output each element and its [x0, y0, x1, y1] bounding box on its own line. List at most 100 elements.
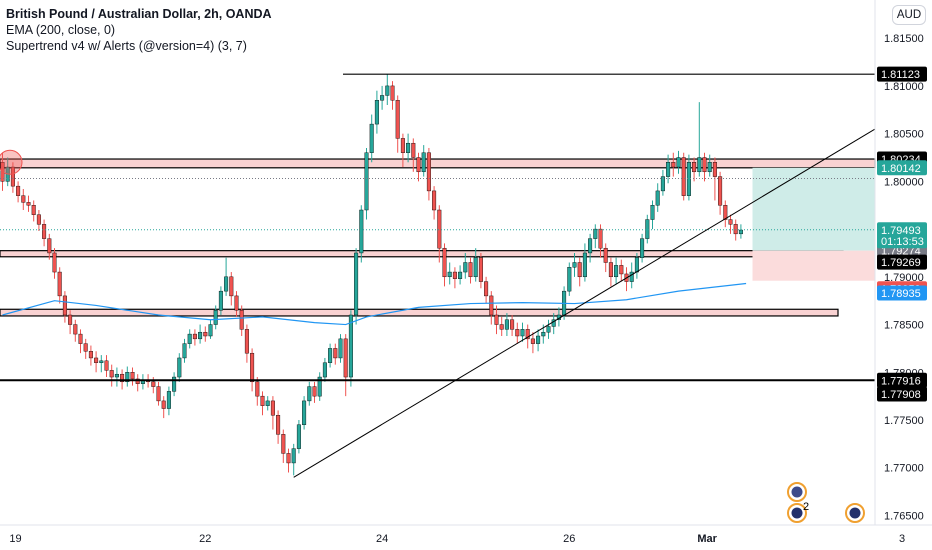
- candle-body: [208, 324, 213, 337]
- candle-body: [536, 335, 541, 344]
- trendline: [293, 128, 876, 478]
- y-tick-label: 1.80500: [884, 129, 924, 141]
- candle-body: [73, 324, 78, 335]
- candle-body: [567, 267, 572, 292]
- candle-body: [442, 247, 447, 278]
- candle-body: [374, 100, 379, 125]
- candle-body: [255, 381, 260, 397]
- candle-body: [114, 373, 119, 378]
- candle-body: [21, 195, 26, 203]
- candle-body: [369, 123, 374, 153]
- currency-button[interactable]: AUD: [892, 5, 926, 25]
- candle-body: [109, 370, 114, 378]
- x-tick-label: 19: [9, 533, 21, 545]
- stop-area: [752, 250, 875, 281]
- price-badge-label: 1.81123: [881, 69, 920, 81]
- candle-body: [120, 373, 125, 383]
- candle-body: [681, 157, 686, 196]
- candle-body: [36, 214, 41, 225]
- candle-body: [572, 262, 577, 268]
- candle-body: [598, 228, 603, 249]
- price-badge: [877, 285, 927, 301]
- price-badge: [877, 160, 927, 176]
- zones: [0, 158, 876, 317]
- candle-body: [447, 271, 452, 278]
- candle-body: [99, 360, 104, 363]
- candle-body: [733, 224, 738, 235]
- candle-body: [343, 338, 348, 378]
- candle-body: [582, 252, 587, 278]
- price-badge-label: 1.79269: [881, 257, 921, 269]
- candle-body: [634, 257, 639, 273]
- position-tool: [752, 167, 875, 281]
- candle-body: [42, 224, 47, 239]
- last-price-badge: [877, 222, 927, 249]
- sr-zone: [0, 250, 844, 258]
- candle-body: [135, 378, 140, 384]
- economic-events: 2: [787, 482, 865, 523]
- candle-body: [629, 271, 634, 282]
- candle-body: [47, 238, 52, 254]
- candle-body: [520, 329, 525, 337]
- candle-body: [473, 257, 478, 278]
- candle-body: [426, 152, 431, 192]
- sr-zone: [0, 158, 876, 169]
- y-tick-label: 1.81000: [884, 81, 924, 93]
- candle-body: [577, 262, 582, 278]
- candle-body: [177, 357, 182, 378]
- candle-body: [437, 209, 442, 249]
- candle-body: [57, 271, 62, 297]
- candle-body: [10, 166, 15, 187]
- candle-body: [504, 319, 509, 330]
- candle-body: [26, 202, 31, 206]
- candle-body: [484, 281, 489, 297]
- candle-body: [593, 228, 598, 239]
- candle-body: [187, 333, 192, 344]
- candle-body: [218, 290, 223, 311]
- candle-body: [707, 162, 712, 173]
- candle-body: [317, 376, 322, 397]
- signal-marker: [0, 149, 23, 175]
- candle-body: [234, 295, 239, 311]
- candle-body: [244, 329, 249, 354]
- candle-body: [354, 252, 359, 316]
- candle-body: [156, 386, 161, 402]
- candle-body: [411, 142, 416, 158]
- symbol-title[interactable]: British Pound / Australian Dollar, 2h, O…: [6, 7, 272, 21]
- candle-body: [645, 219, 650, 239]
- y-tick-label: 1.80000: [884, 176, 924, 188]
- supertrend-legend[interactable]: Supertrend v4 w/ Alerts (@version=4) (3,…: [6, 39, 247, 53]
- time-axis: 19222426Mar35810: [9, 533, 905, 545]
- x-tick-label: 3: [899, 533, 905, 545]
- candle-body: [78, 333, 83, 344]
- candle-body: [692, 162, 697, 173]
- candle-body: [182, 343, 187, 359]
- x-tick-label: Mar: [697, 533, 717, 545]
- candle-body: [16, 185, 21, 196]
- candle-body: [333, 348, 338, 359]
- candle-body: [104, 360, 109, 371]
- candle-body: [489, 295, 494, 316]
- candle-body: [515, 329, 520, 337]
- candle-body: [265, 400, 270, 406]
- candle-body: [619, 265, 624, 275]
- candle-body: [291, 448, 296, 464]
- candle-body: [125, 372, 130, 383]
- candle-body: [530, 338, 535, 344]
- flag-icon: [849, 507, 861, 519]
- candle-body: [296, 424, 301, 449]
- candle-body: [640, 238, 645, 258]
- candle-body: [525, 329, 530, 340]
- ema-legend[interactable]: EMA (200, close, 0): [6, 23, 116, 37]
- candle-body: [338, 338, 343, 359]
- candle-body: [650, 205, 655, 220]
- sr-zone: [0, 308, 839, 317]
- candle-body: [660, 176, 665, 192]
- candle-body: [718, 176, 723, 206]
- candle-body: [312, 386, 317, 397]
- price-badge: [877, 254, 927, 270]
- last-price-label: 1.79493: [881, 225, 921, 237]
- candle-body: [697, 157, 702, 173]
- flag-icon: [791, 507, 803, 519]
